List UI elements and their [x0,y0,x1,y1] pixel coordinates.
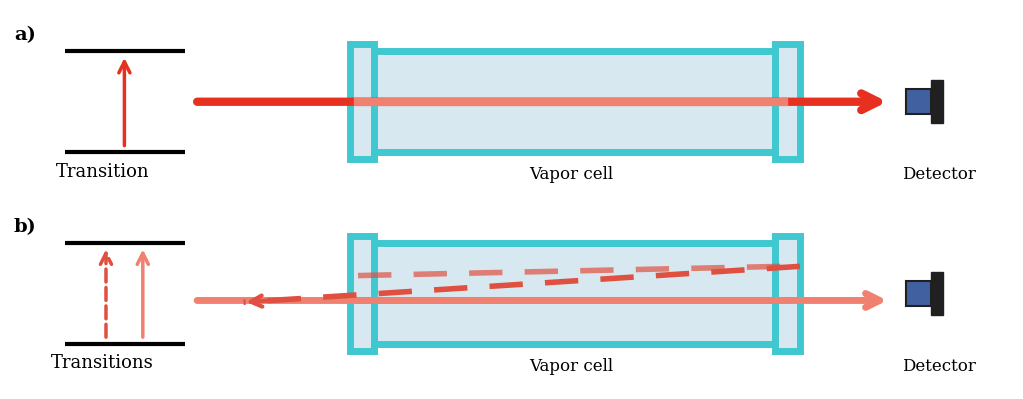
Text: Transitions: Transitions [51,354,153,372]
Text: Vapor cell: Vapor cell [529,166,613,184]
Bar [906,89,931,114]
Bar [775,44,800,159]
Bar [931,272,943,315]
Text: a): a) [14,26,36,44]
Bar [775,236,800,351]
Bar [350,44,374,159]
Bar [931,80,943,123]
Bar [358,243,784,344]
Text: Transition: Transition [55,163,149,181]
Text: Detector: Detector [902,358,976,375]
Bar [906,281,931,306]
Text: b): b) [14,218,37,236]
Text: Vapor cell: Vapor cell [529,358,613,375]
Bar [358,51,784,152]
Text: Detector: Detector [902,166,976,184]
Bar [350,236,374,351]
